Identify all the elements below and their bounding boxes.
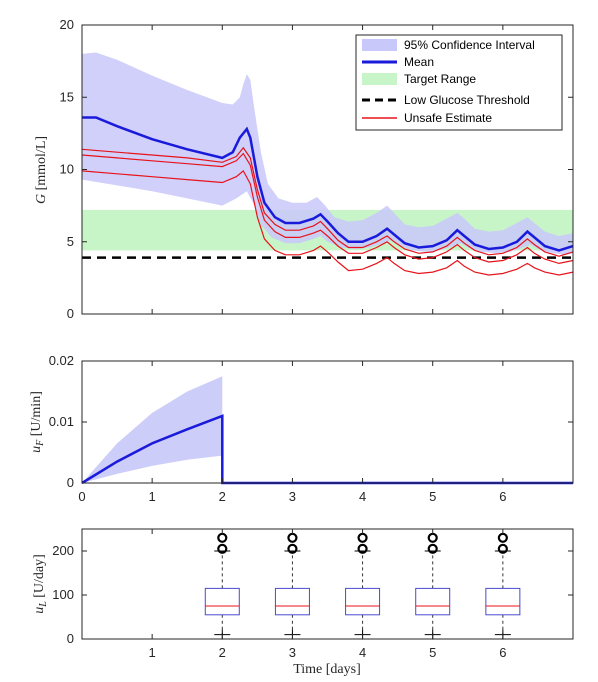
glucose-mean-line <box>82 116 574 252</box>
legend-target-swatch <box>362 73 397 85</box>
ul-plot: 0 100 200 1 2 3 4 5 6 uL [U/day] Time [days] <box>32 528 574 677</box>
ul-ticks: 0 100 200 1 2 3 4 5 6 <box>52 529 573 660</box>
ul-axes-box <box>81 528 574 640</box>
glucose-ytick-label: 0 <box>67 306 74 321</box>
ul-ytick-label: 0 <box>67 631 74 646</box>
uf-xtick-label: 1 <box>149 489 156 504</box>
box-outlier <box>427 532 438 543</box>
ul-xtick-label: 2 <box>219 645 226 660</box>
ul-xtick-label: 5 <box>429 645 436 660</box>
glucose-ylabel: G [mmol/L] <box>34 136 49 204</box>
box-outlier <box>497 532 508 543</box>
box-iqr <box>274 587 310 616</box>
box-outlier <box>357 532 368 543</box>
legend-threshold-label: Low Glucose Threshold <box>404 93 530 107</box>
uf-ylabel: uF [U/min] <box>29 391 46 453</box>
legend-mean-label: Mean <box>404 55 434 69</box>
box-iqr <box>345 587 381 616</box>
box-outlier <box>217 543 228 554</box>
legend-unsafe-label: Unsafe Estimate <box>404 111 492 125</box>
ul-xtick-label: 4 <box>359 645 366 660</box>
box-outlier <box>497 543 508 554</box>
box-outlier <box>357 543 368 554</box>
uf-plot: 0 0.01 0.02 0 1 2 3 4 5 6 uF [U/min] <box>29 353 574 504</box>
uf-ytick-label: 0.01 <box>49 414 74 429</box>
uf-ytick-label: 0 <box>67 475 74 490</box>
glucose-ytick-label: 15 <box>60 89 74 104</box>
uf-xtick-label: 0 <box>78 489 85 504</box>
glucose-ytick-label: 20 <box>60 17 74 32</box>
ul-xtick-label: 6 <box>499 645 506 660</box>
box-outlier <box>217 532 228 543</box>
ul-ylabel: uL [U/day] <box>32 554 49 614</box>
ul-xlabel: Time [days] <box>293 662 361 677</box>
box-iqr <box>485 587 521 616</box>
glucose-ytick-label: 10 <box>60 162 74 177</box>
uf-confidence-band <box>82 376 223 483</box>
glucose-data-layer <box>81 52 574 276</box>
ul-ytick-label: 100 <box>52 587 74 602</box>
uf-data-layer <box>81 376 573 485</box>
glucose-ticks: 0 5 10 15 20 <box>60 17 573 321</box>
unsafe-estimate-line <box>81 169 574 276</box>
ul-xtick-label: 1 <box>149 645 156 660</box>
unsafe-estimate-line <box>81 152 574 265</box>
glucose-plot: 0 5 10 15 20 G [mmol/L] 95% Confidence Inter… <box>34 17 574 321</box>
box-outlier <box>287 532 298 543</box>
box-iqr <box>204 587 240 616</box>
uf-xtick-label: 5 <box>429 489 436 504</box>
box-outlier <box>427 543 438 554</box>
ul-xtick-label: 3 <box>289 645 296 660</box>
confidence-interval-band <box>82 52 573 255</box>
uf-xtick-label: 3 <box>289 489 296 504</box>
ul-ytick-label: 200 <box>52 543 74 558</box>
uf-ytick-label: 0.02 <box>49 353 74 368</box>
unsafe-estimate-line <box>81 146 574 257</box>
uf-ticks: 0 0.01 0.02 0 1 2 3 4 5 6 <box>49 353 573 504</box>
uf-xtick-label: 2 <box>219 489 226 504</box>
box-outlier <box>287 543 298 554</box>
glucose-ytick-label: 5 <box>67 234 74 249</box>
uf-xtick-label: 4 <box>359 489 366 504</box>
ul-data-layer <box>204 532 521 640</box>
legend: 95% Confidence Interval Mean Target Rang… <box>355 34 563 131</box>
box-iqr <box>415 587 451 616</box>
uf-xtick-label: 6 <box>499 489 506 504</box>
legend-ci-swatch <box>362 39 397 51</box>
legend-ci-label: 95% Confidence Interval <box>404 38 535 52</box>
legend-target-label: Target Range <box>404 72 476 86</box>
